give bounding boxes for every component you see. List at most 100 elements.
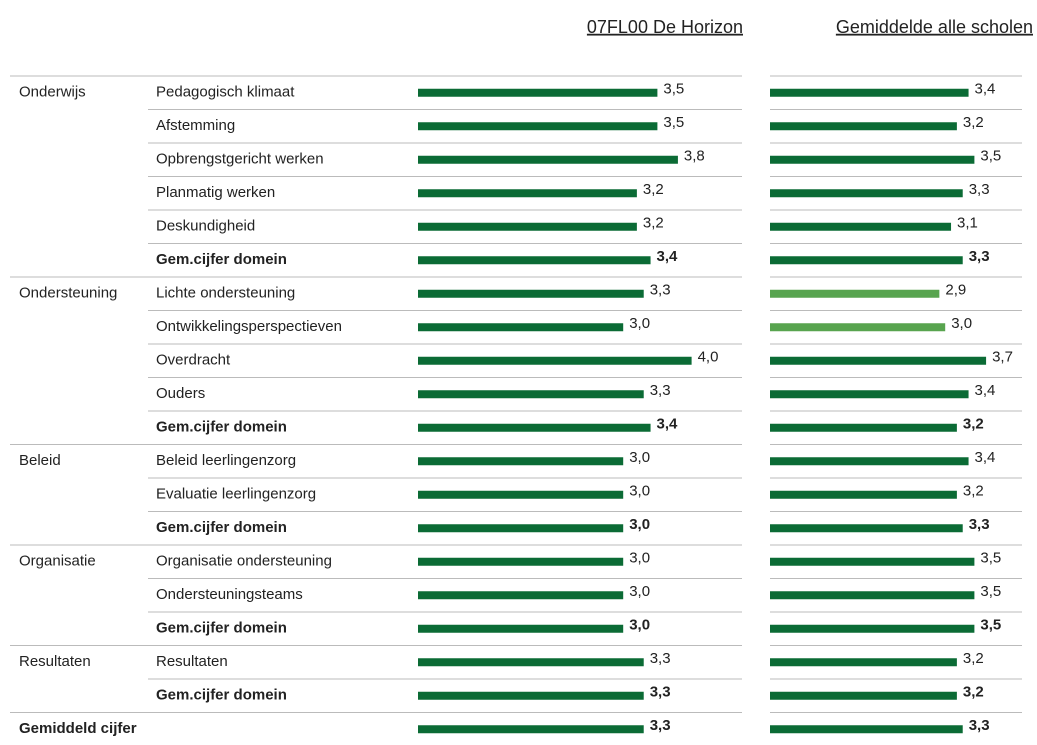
value-label: 3,2 — [963, 416, 984, 433]
value-label: 3,4 — [975, 382, 996, 399]
item-label: Evaluatie leerlingenzorg — [156, 486, 316, 503]
value-label: 3,4 — [657, 416, 679, 433]
bar — [770, 457, 969, 466]
item-label: Deskundigheid — [156, 218, 255, 235]
bar — [770, 524, 963, 533]
bar — [770, 390, 969, 399]
value-label: 3,0 — [629, 483, 650, 500]
bar — [418, 356, 692, 365]
bar — [418, 155, 678, 164]
bar — [770, 155, 975, 164]
value-label: 3,4 — [975, 449, 996, 466]
item-label: Beleid leerlingenzorg — [156, 452, 296, 469]
value-label: 3,2 — [963, 650, 984, 667]
value-label: 3,0 — [629, 550, 650, 567]
value-label: 3,0 — [629, 583, 650, 600]
bar — [770, 423, 957, 432]
item-label: Gem.cijfer domein — [156, 687, 287, 704]
bar — [770, 691, 957, 700]
bar — [770, 289, 940, 298]
value-label: 3,2 — [643, 181, 664, 198]
bar — [770, 88, 969, 97]
value-label: 3,0 — [629, 516, 650, 533]
value-label: 3,5 — [663, 81, 684, 98]
domain-label: Resultaten — [19, 653, 91, 670]
item-label: Organisatie ondersteuning — [156, 553, 332, 570]
bar — [418, 624, 624, 633]
bar — [418, 557, 624, 566]
bar — [770, 725, 963, 734]
bar — [418, 88, 658, 97]
bar — [770, 256, 963, 265]
bar — [770, 323, 946, 332]
value-label: 3,4 — [657, 248, 679, 265]
bar — [418, 323, 624, 332]
value-label: 3,0 — [629, 449, 650, 466]
value-label: 3,5 — [980, 617, 1001, 634]
value-label: 3,5 — [980, 550, 1001, 567]
item-label: Afstemming — [156, 117, 235, 134]
item-label: Planmatig werken — [156, 184, 275, 201]
item-label: Lichte ondersteuning — [156, 285, 295, 302]
bar — [770, 122, 957, 131]
value-label: 2,9 — [945, 282, 966, 299]
bar — [770, 356, 987, 365]
value-label: 3,5 — [980, 583, 1001, 600]
bar — [418, 289, 644, 298]
column-header: 07FL00 De Horizon — [587, 17, 743, 37]
value-label: 3,3 — [650, 717, 671, 734]
bar — [770, 658, 957, 667]
item-label: Gem.cijfer domein — [156, 419, 287, 436]
bar — [770, 189, 963, 198]
item-label: Ouders — [156, 385, 205, 402]
value-label: 3,5 — [980, 148, 1001, 165]
domain-label: Onderwijs — [19, 84, 86, 101]
value-label: 3,3 — [969, 181, 990, 198]
bar — [418, 658, 644, 667]
domain-label: Gemiddeld cijfer — [19, 720, 137, 737]
value-label: 3,7 — [992, 349, 1013, 366]
bar — [418, 691, 644, 700]
item-label: Gem.cijfer domein — [156, 620, 287, 637]
bar — [770, 222, 952, 231]
bar — [418, 390, 644, 399]
item-label: Ontwikkelingsperspectieven — [156, 318, 342, 335]
item-label: Gem.cijfer domein — [156, 251, 287, 268]
value-label: 3,2 — [963, 114, 984, 131]
bar — [418, 222, 637, 231]
bar — [770, 557, 975, 566]
value-label: 3,0 — [629, 617, 650, 634]
bar — [418, 256, 651, 265]
item-label: Resultaten — [156, 653, 228, 670]
value-label: 3,2 — [963, 483, 984, 500]
bar — [418, 490, 624, 499]
bar — [770, 591, 975, 600]
item-label: Gem.cijfer domein — [156, 519, 287, 536]
bar — [418, 725, 644, 734]
value-label: 3,0 — [951, 315, 972, 332]
value-label: 3,3 — [650, 684, 671, 701]
bar — [418, 423, 651, 432]
domain-label: Ondersteuning — [19, 285, 117, 302]
value-label: 3,8 — [684, 148, 705, 165]
value-label: 3,3 — [650, 650, 671, 667]
domain-label: Beleid — [19, 452, 61, 469]
value-label: 3,2 — [963, 684, 984, 701]
bar — [418, 457, 624, 466]
value-label: 3,3 — [969, 717, 990, 734]
bar — [770, 490, 957, 499]
item-label: Ondersteuningsteams — [156, 586, 303, 603]
bar — [418, 189, 637, 198]
column-header: Gemiddelde alle scholen — [836, 17, 1033, 37]
value-label: 3,2 — [643, 215, 664, 232]
value-label: 3,3 — [650, 382, 671, 399]
bar — [418, 591, 624, 600]
value-label: 3,5 — [663, 114, 684, 131]
value-label: 3,1 — [957, 215, 978, 232]
value-label: 3,0 — [629, 315, 650, 332]
value-label: 4,0 — [698, 349, 719, 366]
value-label: 3,4 — [975, 81, 996, 98]
value-label: 3,3 — [969, 516, 990, 533]
bar — [770, 624, 975, 633]
